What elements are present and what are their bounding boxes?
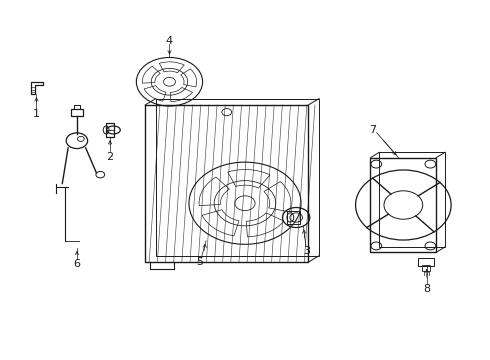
Text: 5: 5 (196, 257, 204, 267)
Bar (106, 123, 114, 137)
Text: 3: 3 (303, 246, 310, 256)
Text: 4: 4 (166, 36, 173, 46)
Bar (288, 211, 300, 224)
Bar (145, 105, 308, 262)
Text: 2: 2 (106, 152, 114, 162)
Bar (370, 158, 436, 252)
Text: 6: 6 (74, 259, 80, 269)
Bar (422, 265, 430, 271)
Text: 7: 7 (369, 125, 377, 135)
Text: 8: 8 (423, 284, 430, 294)
Text: 1: 1 (33, 109, 40, 119)
Bar (71, 109, 83, 116)
Bar (156, 99, 319, 256)
Bar (418, 258, 434, 266)
